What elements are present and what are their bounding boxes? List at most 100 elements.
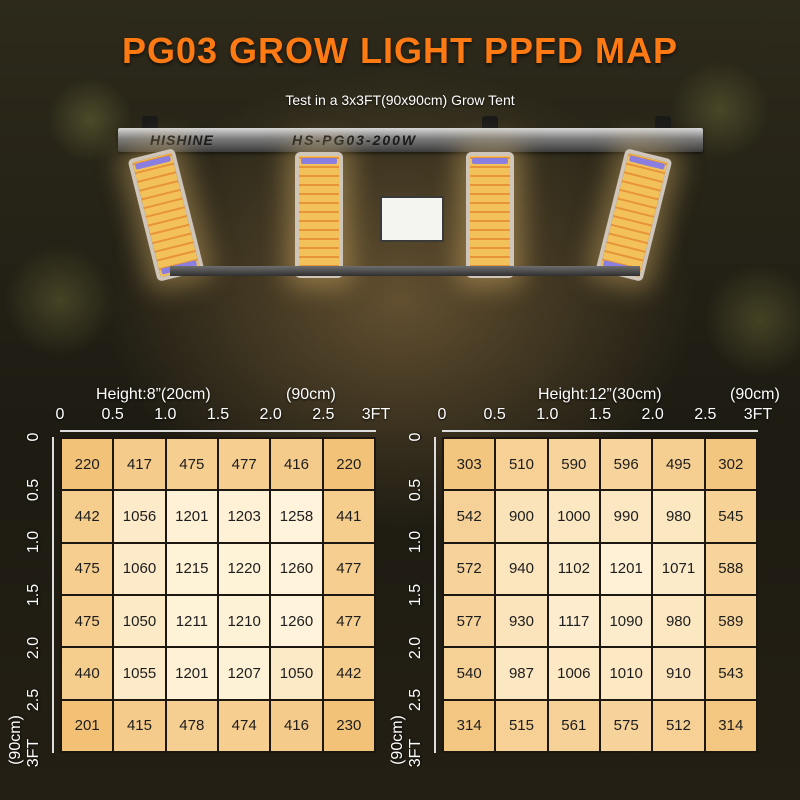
ppfd-cell: 510	[496, 439, 547, 490]
ppfd-cell: 589	[705, 595, 756, 647]
y-tick-label: 0.5	[407, 478, 424, 501]
y-tick-label: 2.5	[407, 689, 424, 712]
ppfd-cell: 1056	[114, 491, 165, 542]
ppfd-cell: 1260	[271, 543, 322, 594]
x-axis-line	[442, 430, 758, 432]
x-tick-label: 2.0	[641, 406, 664, 423]
ppfd-grid: 220 417 475 477 416 220 442 1056 1201 1203 1258 441…	[60, 437, 376, 753]
y-tick-label: 2.0	[407, 636, 424, 659]
ppfd-cell: 475	[62, 595, 113, 647]
map-unit-top: (90cm)	[730, 386, 780, 403]
y-tick-label: 2.0	[25, 636, 42, 659]
ppfd-cell: 415	[114, 700, 165, 751]
ppfd-cell: 230	[323, 700, 374, 751]
ppfd-cell: 572	[444, 543, 495, 594]
led-bar	[466, 152, 514, 278]
ppfd-cell: 1102	[548, 543, 599, 594]
x-tick-label: 1.5	[206, 406, 230, 423]
ppfd-cell: 1207	[218, 648, 270, 699]
ppfd-cell: 416	[271, 700, 322, 751]
ppfd-cell: 910	[653, 648, 704, 699]
ppfd-cell: 577	[444, 595, 495, 647]
fixture-brand: HISHINE	[150, 132, 214, 148]
x-tick-label: 2.0	[259, 406, 282, 423]
ppfd-cell: 900	[496, 491, 547, 542]
ppfd-cell: 442	[323, 648, 374, 699]
ppfd-cell: 1010	[600, 648, 652, 699]
y-tick-label: 1.0	[25, 531, 42, 554]
ppfd-cell: 1203	[218, 491, 270, 542]
ppfd-cell: 540	[444, 648, 495, 699]
x-tick-label: 1.0	[154, 406, 177, 423]
led-bar	[295, 152, 343, 278]
ppfd-cell: 220	[323, 439, 374, 490]
ppfd-cell: 475	[166, 439, 217, 490]
y-tick-label: 0	[407, 432, 424, 442]
ppfd-cell: 1071	[653, 543, 704, 594]
ppfd-cell: 1258	[271, 491, 322, 542]
ppfd-cell: 416	[271, 439, 322, 490]
x-tick-label: 1.0	[536, 406, 559, 423]
ppfd-cell: 990	[600, 491, 652, 542]
x-tick-label: 0	[437, 406, 447, 423]
map-unit-top: (90cm)	[286, 386, 336, 403]
ppfd-cell: 1220	[218, 543, 270, 594]
x-axis-line	[60, 430, 376, 432]
ppfd-cell: 1260	[271, 595, 322, 647]
x-tick-label: 2.5	[694, 406, 717, 423]
ppfd-cell: 542	[444, 491, 495, 542]
ppfd-cell: 575	[600, 700, 652, 751]
map-height-label: Height:8”(20cm)	[96, 386, 211, 403]
grow-light-fixture: HISHINE HS-PG03-200W	[0, 0, 800, 300]
page-title: PG03 GROW LIGHT PPFD MAP	[121, 30, 679, 71]
y-tick-label: 1.0	[407, 531, 424, 554]
ppfd-cell: 561	[548, 700, 599, 751]
y-axis-line	[434, 437, 436, 753]
y-axis-line	[52, 437, 54, 753]
ppfd-cell: 442	[62, 491, 113, 542]
ppfd-cell: 474	[218, 700, 270, 751]
ppfd-cell: 477	[323, 595, 374, 647]
ppfd-cell: 441	[323, 491, 374, 542]
ppfd-cell: 980	[653, 491, 704, 542]
ppfd-cell: 987	[496, 648, 547, 699]
ppfd-cell: 314	[444, 700, 495, 751]
x-tick-label: 3FT	[743, 406, 773, 423]
ppfd-cell: 475	[62, 543, 113, 594]
ppfd-cell: 302	[705, 439, 756, 490]
ppfd-cell: 590	[548, 439, 599, 490]
hanger-hook-icon	[655, 116, 671, 130]
ppfd-cell: 220	[62, 439, 113, 490]
ppfd-cell: 477	[218, 439, 270, 490]
ppfd-cell: 1201	[166, 648, 217, 699]
ppfd-map-right: Height:12”(30cm) (90cm) (90cm) 303 510 590…	[382, 380, 780, 800]
ppfd-cell: 1060	[114, 543, 165, 594]
ppfd-cell: 543	[705, 648, 756, 699]
y-tick-label: 3FT	[25, 738, 42, 768]
ppfd-cell: 303	[444, 439, 495, 490]
ppfd-map-left: Height:8”(20cm) (90cm) (90cm) 220 417 475 4…	[0, 380, 390, 800]
y-tick-label: 1.5	[407, 583, 424, 607]
ppfd-cell: 417	[114, 439, 165, 490]
ppfd-cell: 478	[166, 700, 217, 751]
map-unit-side: (90cm)	[389, 715, 406, 765]
ppfd-cell: 545	[705, 491, 756, 542]
x-tick-label: 3FT	[361, 406, 391, 423]
map-height-label: Height:12”(30cm)	[538, 386, 662, 403]
y-tick-label: 2.5	[25, 689, 42, 712]
fixture-rail	[118, 128, 703, 152]
ppfd-cell: 495	[653, 439, 704, 490]
hanger-hook-icon	[142, 116, 158, 130]
map-unit-side: (90cm)	[7, 715, 24, 765]
ppfd-grid: 303 510 590 596 495 302 542 900 1000 990 980 545 572…	[442, 437, 758, 753]
ppfd-cell: 512	[653, 700, 704, 751]
ppfd-cell: 477	[323, 543, 374, 594]
driver-box	[380, 196, 444, 242]
ppfd-cell: 596	[600, 439, 652, 490]
y-tick-label: 3FT	[407, 738, 424, 768]
ppfd-cell: 1050	[271, 648, 322, 699]
ppfd-cell: 515	[496, 700, 547, 751]
ppfd-cell: 940	[496, 543, 547, 594]
fixture-bottom-rail	[170, 266, 640, 276]
y-tick-label: 0.5	[25, 478, 42, 501]
